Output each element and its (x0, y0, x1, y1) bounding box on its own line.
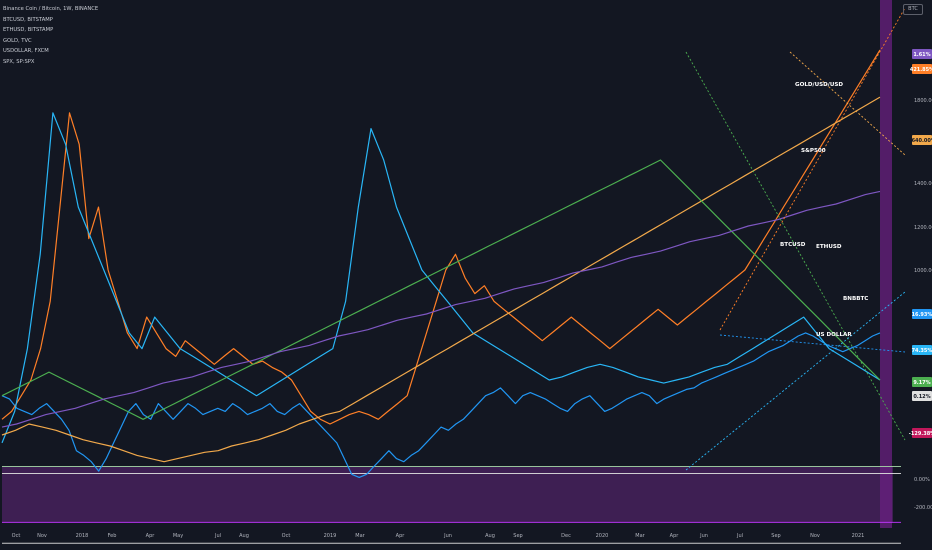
price-badge[interactable]: 0.12% (912, 391, 932, 401)
annotation-label: ETHUSD (816, 244, 842, 250)
zone-band (2, 466, 893, 523)
x-tick-label: Oct (282, 533, 291, 539)
price-badge[interactable]: 1.61% (912, 49, 932, 59)
y-tick-label: 0.00% (914, 477, 930, 483)
annotation-label: BNBBTC (843, 296, 868, 302)
axes: Oct Nov 2018 Feb Apr May Jul Aug Oct 2019 Mar Apr Ju… (12, 98, 932, 539)
x-tick-label: Aug (485, 533, 495, 539)
series-line-bnb[interactable] (1, 332, 881, 478)
x-tick-label: Oct (12, 533, 21, 539)
price-badge-label: 74.35% (912, 348, 932, 354)
y-tick-label: 1400.00% (914, 181, 932, 187)
x-tick-label: Jul (736, 533, 743, 539)
horizontal-lines (2, 465, 901, 544)
series-line-usd[interactable] (1, 159, 881, 420)
legend-item-gold[interactable]: GOLD, TVC (3, 37, 32, 44)
resistance-zone (2, 0, 893, 528)
price-badge[interactable]: 1640.00% (908, 135, 932, 145)
price-badge-label: 421.85% (910, 67, 932, 73)
trend-line-1[interactable] (789, 51, 906, 156)
annotation-label: S&P500 (801, 148, 826, 154)
series-line-eth[interactable] (1, 112, 881, 444)
price-badge[interactable]: 16.93% (912, 309, 932, 319)
series-line-spx[interactable] (1, 190, 881, 428)
price-badge[interactable]: 9.17% (912, 377, 932, 387)
price-badge-label: 9.17% (913, 380, 930, 386)
legend-item-btcusd[interactable]: BTCUSD, BITSTAMP (3, 16, 53, 23)
legend: Binance Coin / Bitcoin, 1W, BINANCE BTCU… (3, 4, 98, 68)
x-tick-label: Mar (635, 533, 645, 539)
annotation-label: BTCUSD (780, 242, 806, 248)
x-tick-label: Aug (239, 533, 249, 539)
time-highlight-band (880, 0, 892, 528)
x-tick-label: Sep (513, 533, 522, 539)
x-tick-label: Nov (37, 533, 47, 539)
x-tick-label: Apr (670, 533, 680, 539)
price-badge-label: 1.61% (913, 52, 930, 58)
y-tick-label: 1000.00% (914, 268, 932, 274)
x-tick-label: Sep (771, 533, 780, 539)
x-tick-label: 2018 (76, 533, 89, 539)
x-tick-label: Feb (108, 533, 117, 539)
series-line-btc[interactable] (1, 49, 881, 425)
price-badge[interactable]: -129.38% (909, 428, 932, 438)
x-tick-label: Jun (443, 533, 452, 539)
price-badge[interactable]: 74.35% (912, 345, 932, 355)
price-badges: 1.61% 421.85% 1640.00% 16.93% 74.35% 9.17% 0.1… (908, 49, 932, 438)
x-tick-label: Mar (355, 533, 365, 539)
trend-line-4[interactable] (719, 7, 906, 331)
y-tick-label: -200.00% (914, 505, 932, 511)
x-tick-label: May (173, 533, 183, 539)
legend-item-usdollar[interactable]: USDOLLAR, FXCM (3, 48, 49, 55)
currency-toggle-button[interactable]: BTC (903, 4, 923, 15)
x-tick-label: Apr (146, 533, 156, 539)
trend-lines (685, 7, 906, 471)
price-badge-label: -129.38% (909, 431, 932, 437)
series-annotations: GOLD/USD/USD S&P500 BTCUSD ETHUSD BNBBTC US D… (780, 82, 868, 338)
y-tick-label: 1800.00% (914, 98, 932, 104)
price-badge[interactable]: 421.85% (910, 64, 932, 74)
annotation-label: US DOLLAR (816, 332, 852, 338)
trend-line-2[interactable] (685, 291, 906, 471)
price-badge-label: 16.93% (912, 312, 932, 318)
x-tick-label: 2021 (852, 533, 865, 539)
x-tick-label: Nov (810, 533, 820, 539)
x-tick-label: 2019 (324, 533, 337, 539)
legend-item-ethusd[interactable]: ETHUSD, BITSTAMP (3, 27, 54, 34)
series-lines (1, 49, 881, 478)
y-tick-label: 1200.00% (914, 225, 932, 231)
x-tick-label: 2020 (596, 533, 609, 539)
x-tick-label: Apr (396, 533, 406, 539)
x-tick-label: Jul (214, 533, 221, 539)
trend-line-3[interactable] (719, 334, 906, 353)
annotation-label: GOLD/USD/USD (795, 82, 843, 88)
series-line-gold[interactable] (1, 96, 881, 463)
legend-item-bnbbtc[interactable]: Binance Coin / Bitcoin, 1W, BINANCE (3, 6, 99, 12)
x-tick-label: Dec (561, 533, 571, 539)
price-badge-label: 1640.00% (908, 138, 932, 144)
legend-item-spx[interactable]: SPX, SP:SPX (3, 58, 35, 65)
x-tick-label: Jun (699, 533, 708, 539)
price-badge-label: 0.12% (913, 394, 930, 400)
